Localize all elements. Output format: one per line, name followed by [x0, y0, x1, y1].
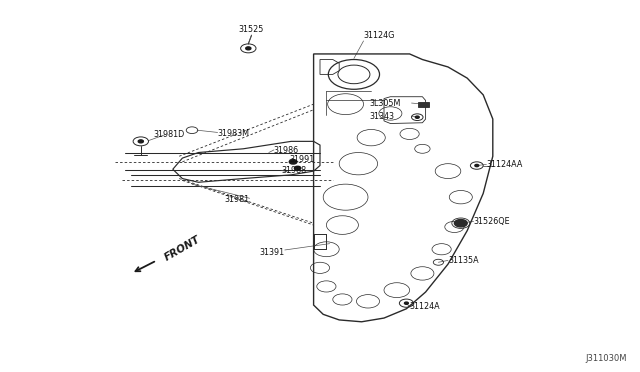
Circle shape	[289, 160, 297, 164]
Text: 31135A: 31135A	[448, 256, 479, 265]
Text: 31525: 31525	[239, 25, 264, 34]
Circle shape	[454, 219, 467, 227]
Text: 31343: 31343	[370, 112, 395, 121]
Text: 31986: 31986	[274, 146, 299, 155]
Circle shape	[475, 164, 479, 167]
Text: 3L305M: 3L305M	[370, 99, 401, 108]
Text: 31988: 31988	[282, 166, 307, 175]
Text: 31124A: 31124A	[410, 302, 440, 311]
Circle shape	[246, 47, 251, 50]
Circle shape	[415, 116, 419, 118]
Text: 31391: 31391	[260, 248, 285, 257]
Text: J311030M: J311030M	[586, 354, 627, 363]
Circle shape	[404, 302, 408, 304]
Text: 31124G: 31124G	[364, 31, 395, 40]
Text: 31983M: 31983M	[218, 129, 250, 138]
Text: FRONT: FRONT	[163, 234, 203, 262]
Text: 31981D: 31981D	[154, 130, 185, 139]
Text: 31991: 31991	[290, 155, 315, 164]
Circle shape	[138, 140, 143, 143]
Text: 31981: 31981	[225, 195, 250, 203]
Text: 31526QE: 31526QE	[474, 217, 510, 226]
FancyBboxPatch shape	[418, 102, 429, 107]
Text: 31124AA: 31124AA	[486, 160, 523, 169]
Circle shape	[294, 166, 301, 170]
